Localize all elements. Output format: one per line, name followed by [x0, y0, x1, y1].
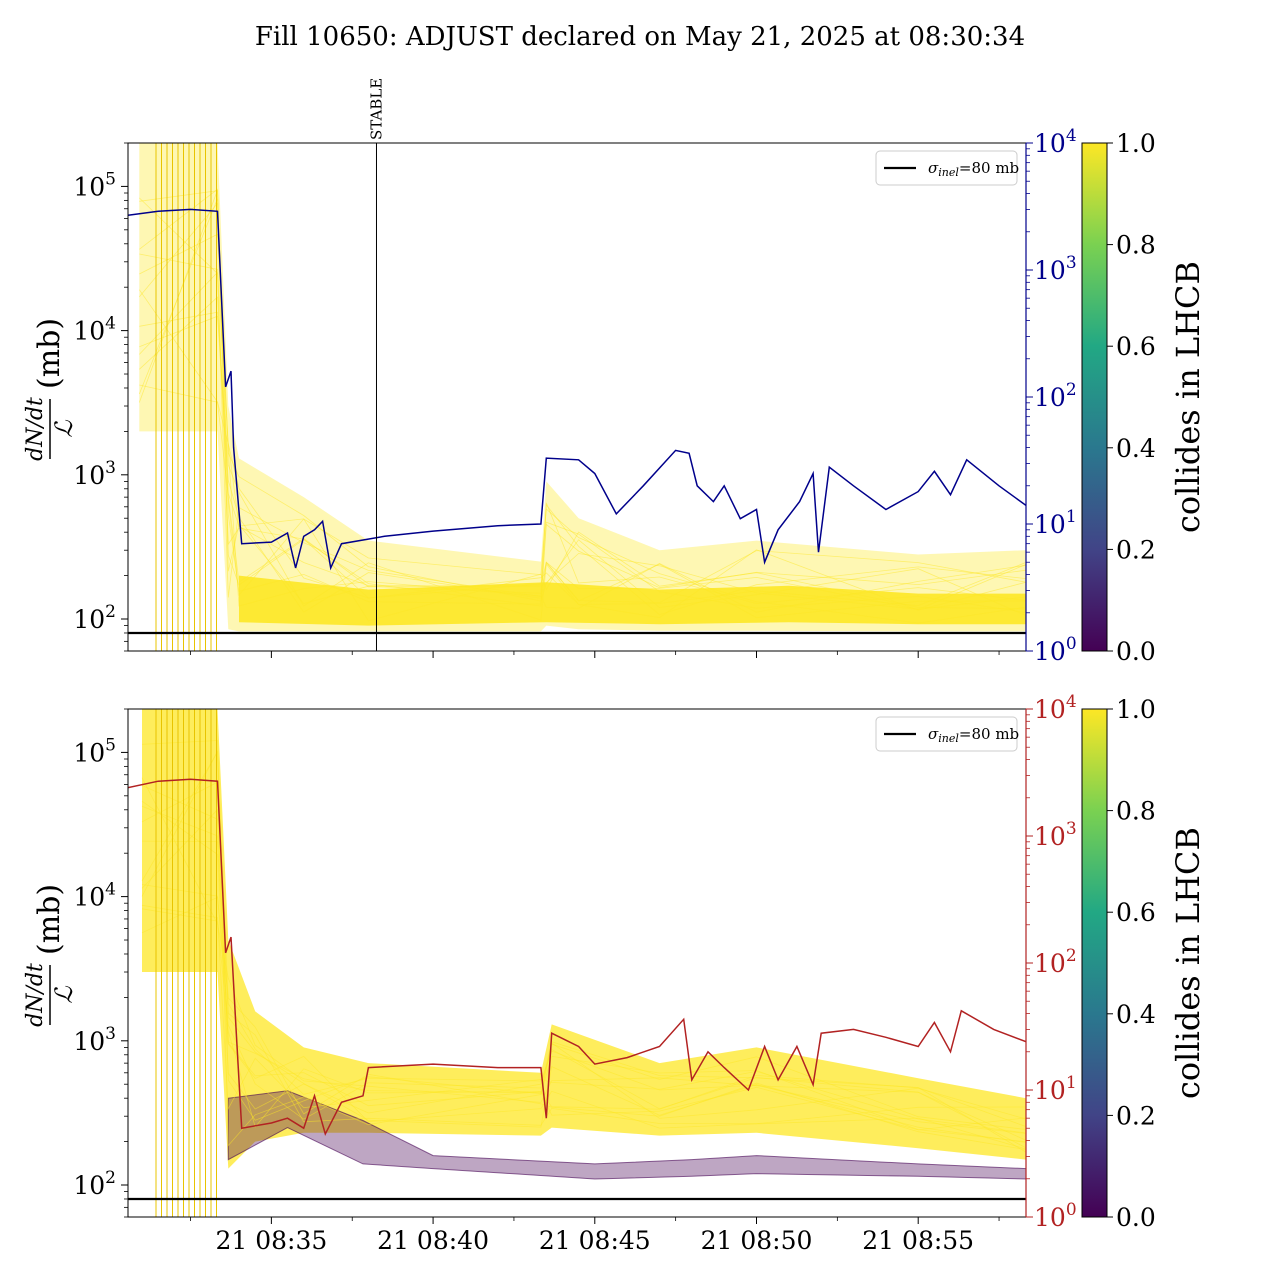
right-y-tick-label: 100: [1034, 634, 1077, 666]
right-y-tick-label: 100: [1034, 1200, 1077, 1232]
x-tick-label: 21 08:45: [539, 1226, 651, 1255]
trace-line: [139, 271, 1026, 613]
colorbar-tick-label: 0.2: [1116, 535, 1156, 564]
legend-label: σinel=80 mb: [928, 725, 1019, 745]
right-y-tick-label: 103: [1034, 253, 1077, 285]
trace-line: [139, 384, 1026, 616]
right-y-tick-label: 101: [1034, 507, 1077, 539]
right-y-tick-label: 102: [1034, 946, 1077, 978]
y-tick-label: 103: [73, 458, 116, 490]
plot-area: [128, 709, 1026, 1217]
trace-core: [239, 575, 1026, 626]
colorbar-tick-label: 0.4: [1116, 434, 1156, 463]
trace-line: [141, 749, 1026, 1134]
trace-envelope: [139, 143, 1026, 632]
colorbar-tick-label: 1.0: [1116, 129, 1156, 158]
colorbar-tick-label: 0.8: [1116, 231, 1156, 260]
trace-line: [141, 800, 1026, 1149]
bottom-panel: 102 103 104 105 100 101 102 103 104 21 08:35 21 08…: [23, 692, 1207, 1255]
colorbar-label: collides in LHCB: [1169, 827, 1207, 1099]
legend-box: [875, 716, 1018, 752]
right-axis-series-line: [128, 208, 1026, 571]
y-tick-label: 102: [73, 1168, 116, 1200]
low-collides-band: [227, 1090, 1026, 1180]
colorbar: [1081, 142, 1108, 652]
colorbar-tick-label: 0.8: [1116, 797, 1156, 826]
y-tick-label: 105: [73, 169, 116, 201]
trace-line: [139, 197, 1026, 604]
y-label-denominator: ℒ: [50, 420, 78, 438]
top-panel: STABLE 102 103 104 105 100 101 102 103 104 dN/dt ℒ (…: [23, 78, 1207, 666]
figure-title: Fill 10650: ADJUST declared on May 21, 2…: [255, 22, 1025, 52]
colorbar: [1081, 708, 1108, 1218]
trace-line: [141, 750, 1026, 1147]
trace-line: [139, 315, 1026, 616]
y-tick-label: 104: [73, 880, 116, 912]
y-label-numerator: dN/dt: [23, 397, 48, 461]
legend-box: [875, 150, 1018, 186]
y-label-denominator: ℒ: [50, 986, 78, 1004]
y-tick-label: 104: [73, 314, 116, 346]
plot-area: [128, 143, 1026, 651]
trace-envelope: [142, 709, 1026, 1169]
trace-line: [141, 840, 1026, 1130]
right-axis-series-line: [128, 778, 1026, 1137]
trace-line: [139, 311, 1026, 621]
x-tick-label: 21 08:50: [701, 1226, 813, 1255]
trace-line: [138, 198, 1026, 610]
y-tick-label: 103: [73, 1024, 116, 1056]
y-tick-label: 105: [73, 735, 116, 767]
y-label-unit: (mb): [32, 884, 67, 955]
colorbar-tick-label: 0.2: [1116, 1101, 1156, 1130]
trace-line: [139, 190, 1026, 613]
y-label-unit: (mb): [32, 318, 67, 389]
colorbar-tick-label: 1.0: [1116, 695, 1156, 724]
x-tick-label: 21 08:40: [377, 1226, 489, 1255]
right-y-tick-label: 104: [1034, 692, 1077, 724]
y-label-numerator: dN/dt: [23, 963, 48, 1027]
y-axis-label: dN/dt ℒ (mb): [23, 318, 78, 461]
trace-line: [141, 908, 1026, 1128]
right-y-tick-label: 102: [1034, 380, 1077, 412]
colorbar-label: collides in LHCB: [1169, 261, 1207, 533]
trace-line: [139, 188, 1026, 610]
y-tick-label: 102: [73, 602, 116, 634]
trace-line: [141, 777, 1026, 1141]
stable-marker-label: STABLE: [367, 78, 385, 140]
colorbar-tick-label: 0.6: [1116, 898, 1156, 927]
trace-line: [141, 781, 1026, 1143]
colorbar-tick-label: 0.0: [1116, 1203, 1156, 1232]
legend-label: σinel=80 mb: [928, 159, 1019, 179]
colorbar-tick-label: 0.6: [1116, 332, 1156, 361]
right-y-tick-label: 101: [1034, 1073, 1077, 1105]
x-tick-label: 21 08:55: [862, 1226, 974, 1255]
y-axis-label: dN/dt ℒ (mb): [23, 884, 78, 1027]
colorbar-tick-label: 0.4: [1116, 1000, 1156, 1029]
x-tick-label: 21 08:35: [215, 1226, 327, 1255]
right-y-tick-label: 103: [1034, 819, 1077, 851]
right-y-tick-label: 104: [1034, 126, 1077, 158]
colorbar-tick-label: 0.0: [1116, 637, 1156, 666]
